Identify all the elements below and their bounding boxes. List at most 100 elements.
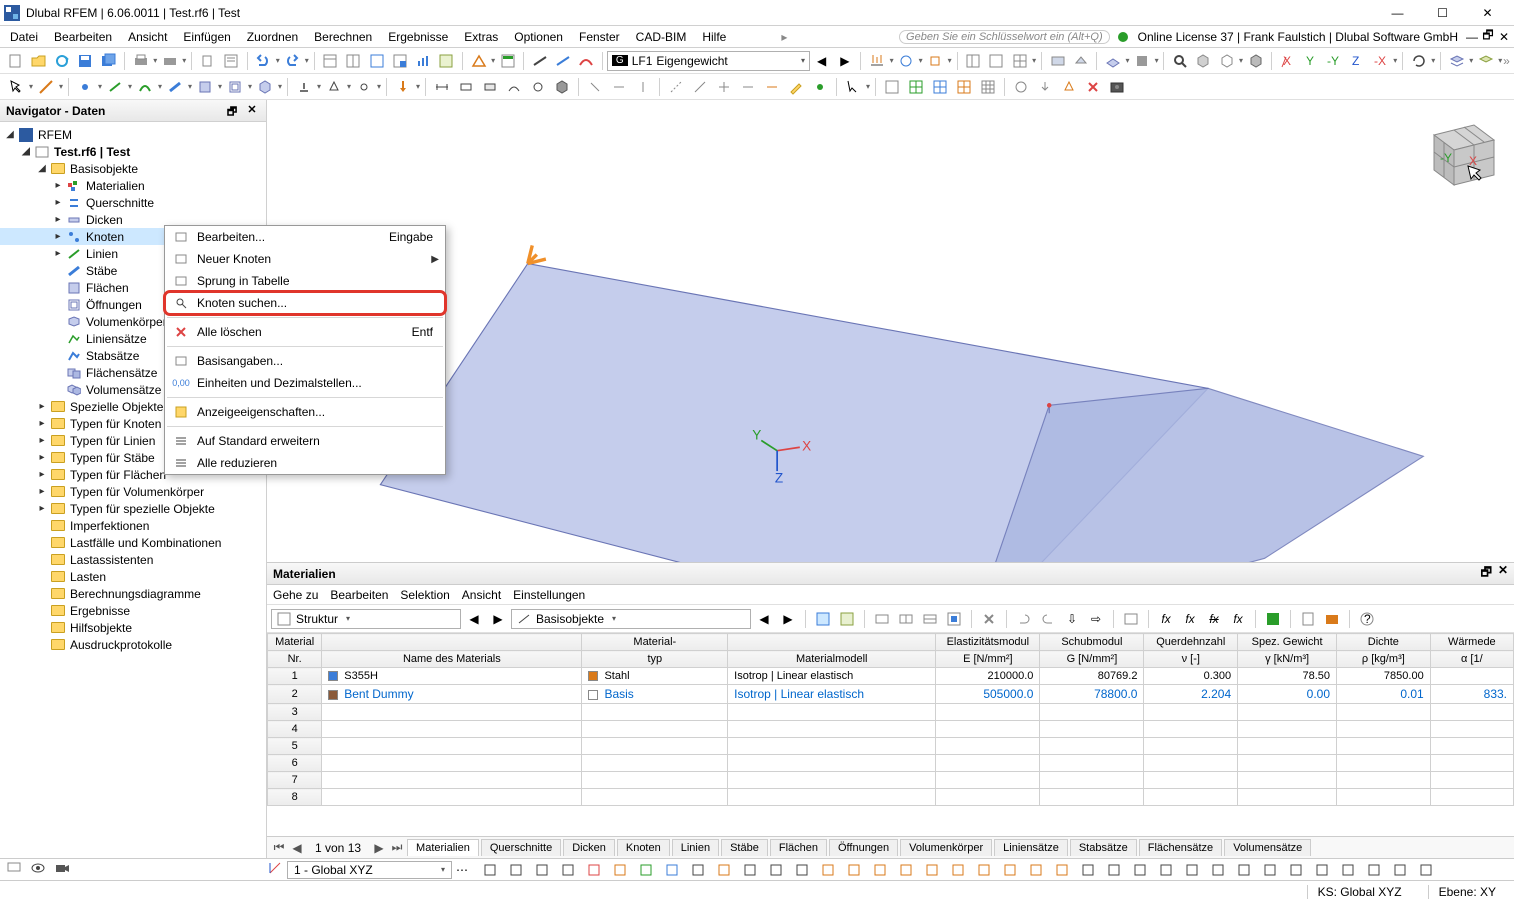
search-button[interactable] xyxy=(1169,50,1190,72)
support1-button[interactable] xyxy=(293,76,315,98)
snap-8[interactable] xyxy=(687,859,709,881)
edit-c-button[interactable] xyxy=(632,76,654,98)
tab-linien[interactable]: Linien xyxy=(672,839,719,856)
undo-button[interactable] xyxy=(253,50,274,72)
prev-sub-button[interactable]: ◀ xyxy=(753,608,775,630)
tree-ergebnisse[interactable]: Ergebnisse xyxy=(0,602,266,619)
eye-icon[interactable] xyxy=(30,860,46,879)
snap-11[interactable] xyxy=(765,859,787,881)
select-button[interactable] xyxy=(5,76,27,98)
snap-32[interactable] xyxy=(1311,859,1333,881)
snap-15[interactable] xyxy=(869,859,891,881)
subcat-combo[interactable]: Basisobjekte▾ xyxy=(511,609,751,629)
tab-nav[interactable]: ⏭ xyxy=(389,840,405,855)
grid-c-button[interactable] xyxy=(1009,50,1030,72)
maximize-button[interactable]: ☐ xyxy=(1420,0,1465,26)
dim5-button[interactable] xyxy=(527,76,549,98)
table-row[interactable]: 3 xyxy=(268,704,1514,721)
support2-button[interactable] xyxy=(323,76,345,98)
snap-27[interactable] xyxy=(1181,859,1203,881)
tab-dicken[interactable]: Dicken xyxy=(563,839,615,856)
cursor2-button[interactable] xyxy=(842,76,864,98)
prev-cat-button[interactable]: ◀ xyxy=(463,608,485,630)
ctx-auf-standard-erweitern[interactable]: Auf Standard erweitern xyxy=(165,430,445,452)
snap-6[interactable] xyxy=(635,859,657,881)
snap-14[interactable] xyxy=(843,859,865,881)
fx-c-button[interactable]: fx xyxy=(1203,608,1225,630)
tab-nav[interactable]: ⏮ xyxy=(271,840,287,855)
script-button[interactable] xyxy=(436,50,457,72)
ctx-anzeigeeigenschaften-[interactable]: Anzeigeeigenschaften... xyxy=(165,401,445,423)
snap-2[interactable] xyxy=(531,859,553,881)
view-b-button[interactable] xyxy=(1070,50,1091,72)
snap-36[interactable] xyxy=(1415,859,1437,881)
tree-querschnitte[interactable]: ▸Querschnitte xyxy=(0,194,266,211)
snap-25[interactable] xyxy=(1129,859,1151,881)
menu-fenster[interactable]: Fenster xyxy=(571,28,628,46)
menu-optionen[interactable]: Optionen xyxy=(506,28,571,46)
grid-b-button[interactable] xyxy=(986,50,1007,72)
print-dropdown-button[interactable] xyxy=(130,50,151,72)
snap-20[interactable] xyxy=(999,859,1021,881)
fx-b-button[interactable]: fx xyxy=(1179,608,1201,630)
dim4-button[interactable] xyxy=(503,76,525,98)
trim5-button[interactable] xyxy=(761,76,783,98)
bpmenu-einstellungen[interactable]: Einstellungen xyxy=(513,588,585,602)
new-model-button[interactable] xyxy=(5,50,26,72)
section-button[interactable] xyxy=(1131,50,1152,72)
tab-stäbe[interactable]: Stäbe xyxy=(721,839,768,856)
layers2-button[interactable] xyxy=(1475,50,1496,72)
ctx-alle-reduzieren[interactable]: Alle reduzieren xyxy=(165,452,445,474)
tree-lastf-lle-und-kombinationen[interactable]: Lastfälle und Kombinationen xyxy=(0,534,266,551)
table-row[interactable]: 1S355HStahlIsotrop | Linear elastisch210… xyxy=(268,668,1514,685)
edit-b-button[interactable] xyxy=(608,76,630,98)
table1-button[interactable] xyxy=(320,50,341,72)
table2-button[interactable] xyxy=(343,50,364,72)
fe-mesh3-button[interactable] xyxy=(953,76,975,98)
snap-0[interactable] xyxy=(479,859,501,881)
dim1-button[interactable] xyxy=(431,76,453,98)
materials-panel-pin-button[interactable]: 🗗 xyxy=(1481,563,1492,584)
camera-icon[interactable] xyxy=(54,860,70,879)
snap-18[interactable] xyxy=(947,859,969,881)
tree-typen-f-r-spezielle-objekte[interactable]: ▸Typen für spezielle Objekte xyxy=(0,500,266,517)
snap-21[interactable] xyxy=(1025,859,1047,881)
fx-d-button[interactable]: fx xyxy=(1227,608,1249,630)
category-combo[interactable]: Struktur▾ xyxy=(271,609,461,629)
line2-button[interactable] xyxy=(134,76,156,98)
dim3-button[interactable] xyxy=(479,76,501,98)
check-a-button[interactable] xyxy=(1010,76,1032,98)
export-button[interactable] xyxy=(1262,608,1284,630)
check-c-button[interactable] xyxy=(1058,76,1080,98)
keyword-search[interactable]: Geben Sie ein Schlüsselwort ein (Alt+Q) xyxy=(899,30,1110,44)
tbl-right-button[interactable]: ⇨ xyxy=(1085,608,1107,630)
loads-a-button[interactable] xyxy=(866,50,887,72)
member2-button[interactable] xyxy=(552,50,573,72)
tree-typen-f-r-volumenk-rper[interactable]: ▸Typen für Volumenkörper xyxy=(0,483,266,500)
dim2-button[interactable] xyxy=(455,76,477,98)
measure-button[interactable] xyxy=(35,76,57,98)
next-cat-button[interactable]: ▶ xyxy=(487,608,509,630)
solid2-button[interactable] xyxy=(551,76,573,98)
mdi-restore-button[interactable]: 🗗 xyxy=(1480,26,1496,47)
chart-button[interactable] xyxy=(413,50,434,72)
help-tbl-button[interactable]: ? xyxy=(1356,608,1378,630)
fe-mesh1-button[interactable] xyxy=(905,76,927,98)
solid-button[interactable] xyxy=(254,76,276,98)
ctx-knoten-suchen-[interactable]: Knoten suchen... xyxy=(165,292,445,314)
snap-24[interactable] xyxy=(1103,859,1125,881)
tbl-btn-e[interactable] xyxy=(919,608,941,630)
tab-knoten[interactable]: Knoten xyxy=(617,839,670,856)
load-case-combo[interactable]: G LF1 Eigengewicht ▾ xyxy=(607,51,810,71)
table-row[interactable]: 7 xyxy=(268,772,1514,789)
fe-mesh4-button[interactable] xyxy=(977,76,999,98)
ctx-bearbeiten-[interactable]: Bearbeiten...Eingabe xyxy=(165,226,445,248)
tbl-btn-d[interactable] xyxy=(895,608,917,630)
tree-imperfektionen[interactable]: Imperfektionen xyxy=(0,517,266,534)
showgrid-button[interactable] xyxy=(881,76,903,98)
node-green-button[interactable] xyxy=(809,76,831,98)
capture-button[interactable] xyxy=(1106,76,1128,98)
display-icon[interactable] xyxy=(6,860,22,879)
tab-nav[interactable]: ◀ xyxy=(289,841,305,855)
rotate-button[interactable] xyxy=(1408,50,1429,72)
